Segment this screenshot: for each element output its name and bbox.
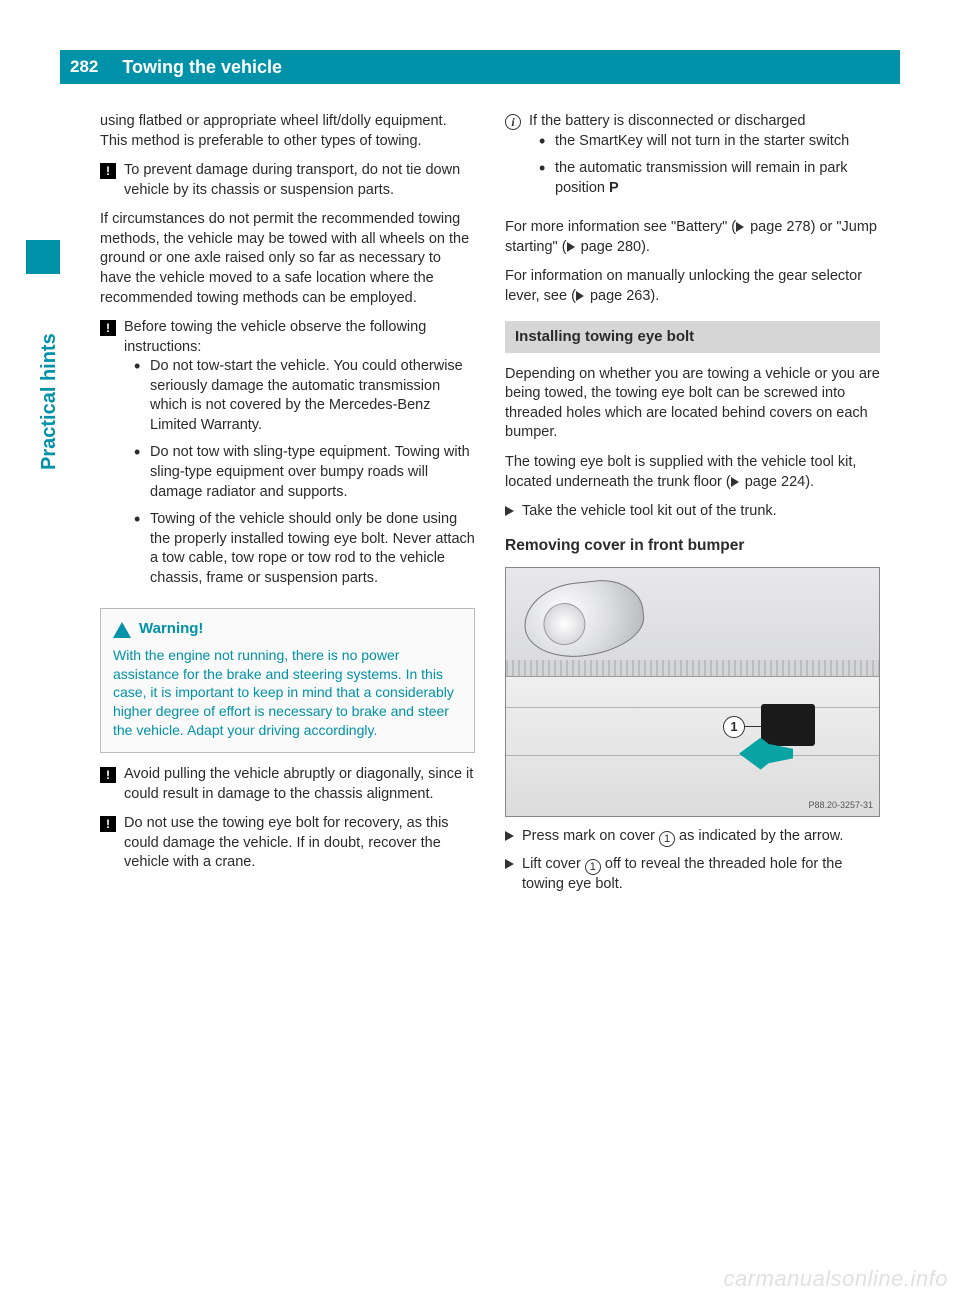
callout-line (743, 726, 761, 728)
bumper-line (506, 755, 879, 756)
step-text: Take the vehicle tool kit out of the tru… (522, 502, 880, 522)
bullet-list: Do not tow-start the vehicle. You could … (124, 357, 475, 588)
page-header: 282 Towing the vehicle (60, 50, 900, 84)
caution-note: ! To prevent damage during transport, do… (100, 161, 475, 200)
exclaim-icon: ! (100, 163, 116, 179)
list-item-text: the automatic transmission will remain i… (555, 160, 848, 196)
paragraph: For information on manually unlocking th… (505, 267, 880, 306)
paragraph: If circumstances do not permit the recom… (100, 210, 475, 308)
left-column: using flatbed or appropriate wheel lift/… (100, 112, 475, 903)
exclaim-icon: ! (100, 816, 116, 832)
step-arrow-icon (505, 859, 514, 869)
text: For information on manually unlocking th… (505, 268, 862, 304)
step-arrow-icon (505, 506, 514, 516)
text: Lift cover (522, 856, 585, 872)
step-arrow-icon (505, 831, 514, 841)
text: as indicated by the arrow. (675, 828, 843, 844)
note-text: To prevent damage during transport, do n… (124, 161, 475, 200)
page-ref-icon (567, 242, 575, 252)
section-heading: Installing towing eye bolt (505, 321, 880, 353)
page: Practical hints 282 Towing the vehicle u… (60, 50, 900, 1250)
exclaim-icon: ! (100, 767, 116, 783)
page-ref-icon (576, 291, 584, 301)
step-text: Press mark on cover 1 as indicated by th… (522, 827, 880, 847)
list-item: Towing of the vehicle should only be don… (138, 510, 475, 588)
warning-body: With the engine not running, there is no… (113, 646, 462, 740)
page-ref-icon (731, 477, 739, 487)
note-text: Avoid pulling the vehicle abruptly or di… (124, 765, 475, 804)
caution-note: ! Do not use the towing eye bolt for rec… (100, 814, 475, 873)
note-lead: Before towing the vehicle observe the fo… (124, 318, 475, 357)
callout-ref: 1 (659, 831, 675, 847)
warning-heading: Warning! (113, 619, 462, 639)
info-icon: i (505, 114, 521, 130)
note-text: If the battery is disconnected or discha… (529, 112, 880, 208)
paragraph: For more information see "Battery" ( pag… (505, 218, 880, 257)
note-text: Do not use the towing eye bolt for recov… (124, 814, 475, 873)
callout-number: 1 (723, 716, 745, 738)
paragraph: Depending on whether you are towing a ve… (505, 365, 880, 443)
page-number: 282 (60, 50, 108, 84)
step-text: Lift cover 1 off to reveal the threaded … (522, 855, 880, 895)
side-label: Practical hints (38, 333, 61, 470)
caution-note: ! Before towing the vehicle observe the … (100, 318, 475, 598)
info-lead: If the battery is disconnected or discha… (529, 112, 880, 132)
list-item: the automatic transmission will remain i… (543, 159, 880, 198)
warning-title: Warning! (139, 619, 203, 639)
page-title: Towing the vehicle (108, 50, 900, 84)
text: page 280). (577, 239, 650, 255)
info-note: i If the battery is disconnected or disc… (505, 112, 880, 208)
note-text: Before towing the vehicle observe the fo… (124, 318, 475, 598)
sub-heading: Removing cover in front bumper (505, 536, 880, 557)
text: page 263). (586, 288, 659, 304)
side-tab (26, 240, 60, 274)
caution-note: ! Avoid pulling the vehicle abruptly or … (100, 765, 475, 804)
right-column: i If the battery is disconnected or disc… (505, 112, 880, 903)
list-item: the SmartKey will not turn in the starte… (543, 132, 880, 152)
list-item: Do not tow with sling-type equipment. To… (138, 443, 475, 502)
list-item: Do not tow-start the vehicle. You could … (138, 357, 475, 435)
bumper-shape (506, 676, 879, 817)
exclaim-icon: ! (100, 320, 116, 336)
paragraph: The towing eye bolt is supplied with the… (505, 453, 880, 492)
paragraph: using flatbed or appropriate wheel lift/… (100, 112, 475, 151)
text: Press mark on cover (522, 828, 659, 844)
page-ref-icon (736, 222, 744, 232)
watermark: carmanualsonline.info (723, 1266, 948, 1292)
text: page 224). (741, 474, 814, 490)
bumper-figure: 1 P88.20-3257-31 (505, 567, 880, 817)
callout-ref: 1 (585, 859, 601, 875)
headlamp-shape (520, 576, 647, 662)
figure-caption: P88.20-3257-31 (808, 799, 873, 811)
text: For more information see "Battery" ( (505, 219, 736, 235)
warning-box: Warning! With the engine not running, th… (100, 608, 475, 753)
cover-slot (761, 704, 815, 746)
step-item: Press mark on cover 1 as indicated by th… (505, 827, 880, 847)
bullet-list: the SmartKey will not turn in the starte… (529, 132, 880, 199)
content-columns: using flatbed or appropriate wheel lift/… (60, 84, 900, 903)
warning-triangle-icon (113, 622, 131, 638)
bumper-line (506, 707, 879, 708)
step-item: Lift cover 1 off to reveal the threaded … (505, 855, 880, 895)
step-item: Take the vehicle tool kit out of the tru… (505, 502, 880, 522)
